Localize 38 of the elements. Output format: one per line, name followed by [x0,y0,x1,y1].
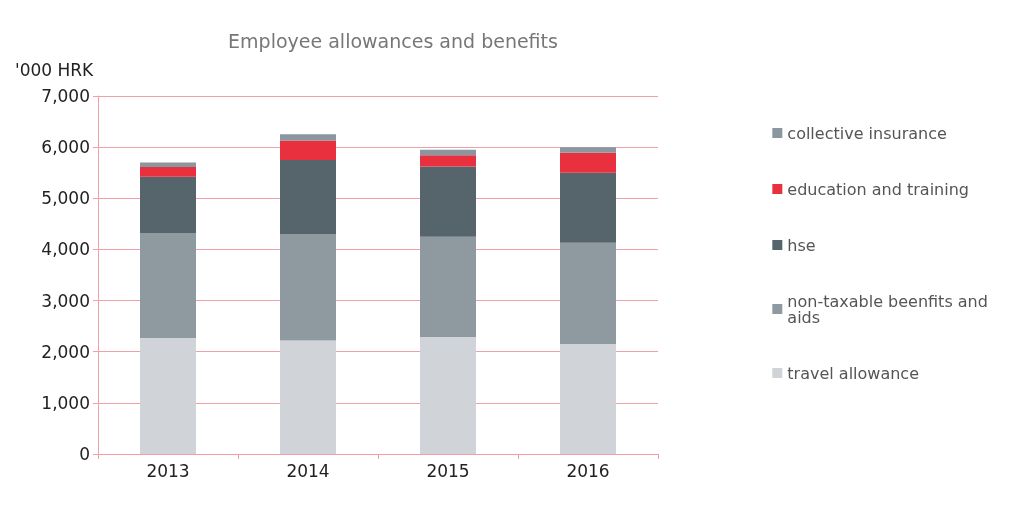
x-tick-label: 2013 [146,460,190,481]
x-tick-label: 2015 [426,460,470,481]
bar [280,340,336,454]
y-axis-title: '000 HRK [15,59,95,80]
y-tick-label: 6,000 [41,137,90,158]
bar [140,233,196,338]
bar [420,236,476,337]
legend-label: hse [787,235,816,255]
bar [420,155,476,167]
bar [280,159,336,235]
legend-label: travel allowance [787,363,919,383]
bar [560,172,616,243]
chart-title: Employee allowances and benefits [228,29,558,52]
y-tick-label: 7,000 [41,86,90,106]
bar [280,134,336,141]
y-tick-label: 5,000 [41,188,90,209]
bar [280,234,336,341]
bar [560,152,616,173]
y-tick-label: 3,000 [41,290,90,311]
bar [280,140,336,160]
bar [140,337,196,454]
bar [140,176,196,234]
bar [560,242,616,345]
legend-label: collective insurance [787,123,947,143]
x-tick-label: 2014 [286,460,330,481]
y-tick-label: 4,000 [41,239,90,260]
bar [140,162,196,168]
x-tick-label: 2016 [566,460,610,481]
bar [560,344,616,454]
y-tick-label: 1,000 [41,392,90,413]
legend-label: education and training [787,179,969,199]
bar [140,167,196,177]
legend-label: non-taxable beenfits and aids [787,291,993,327]
bar [420,166,476,237]
bar [420,336,476,454]
bar [560,147,616,153]
y-tick-label: 0 [79,444,90,464]
y-tick-label: 2,000 [41,341,90,362]
